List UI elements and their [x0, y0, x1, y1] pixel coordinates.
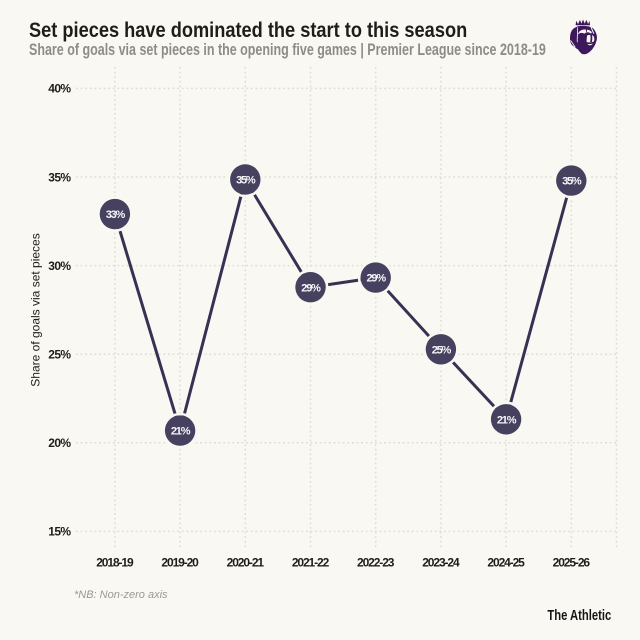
svg-text:25%: 25%	[48, 348, 71, 362]
svg-text:20%: 20%	[48, 436, 71, 450]
svg-text:35%: 35%	[236, 175, 256, 187]
svg-text:2018-19: 2018-19	[96, 556, 134, 570]
svg-text:29%: 29%	[301, 282, 321, 294]
svg-text:2025-26: 2025-26	[553, 556, 591, 570]
svg-text:21%: 21%	[497, 414, 517, 426]
svg-text:Share of goals via set pieces: Share of goals via set pieces	[29, 233, 43, 386]
svg-text:30%: 30%	[48, 259, 71, 273]
svg-text:2024-25: 2024-25	[487, 556, 525, 570]
svg-text:2022-23: 2022-23	[357, 556, 395, 570]
svg-text:35%: 35%	[562, 176, 582, 188]
svg-text:25%: 25%	[432, 344, 452, 356]
svg-text:35%: 35%	[48, 170, 71, 184]
svg-text:40%: 40%	[48, 82, 71, 96]
svg-text:2023-24: 2023-24	[422, 556, 460, 570]
svg-text:15%: 15%	[48, 525, 71, 539]
svg-text:2020-21: 2020-21	[227, 556, 265, 570]
svg-text:2021-22: 2021-22	[292, 556, 330, 570]
svg-text:21%: 21%	[171, 426, 191, 438]
svg-text:2019-20: 2019-20	[161, 556, 199, 570]
svg-text:29%: 29%	[366, 273, 386, 285]
svg-text:33%: 33%	[106, 209, 126, 221]
